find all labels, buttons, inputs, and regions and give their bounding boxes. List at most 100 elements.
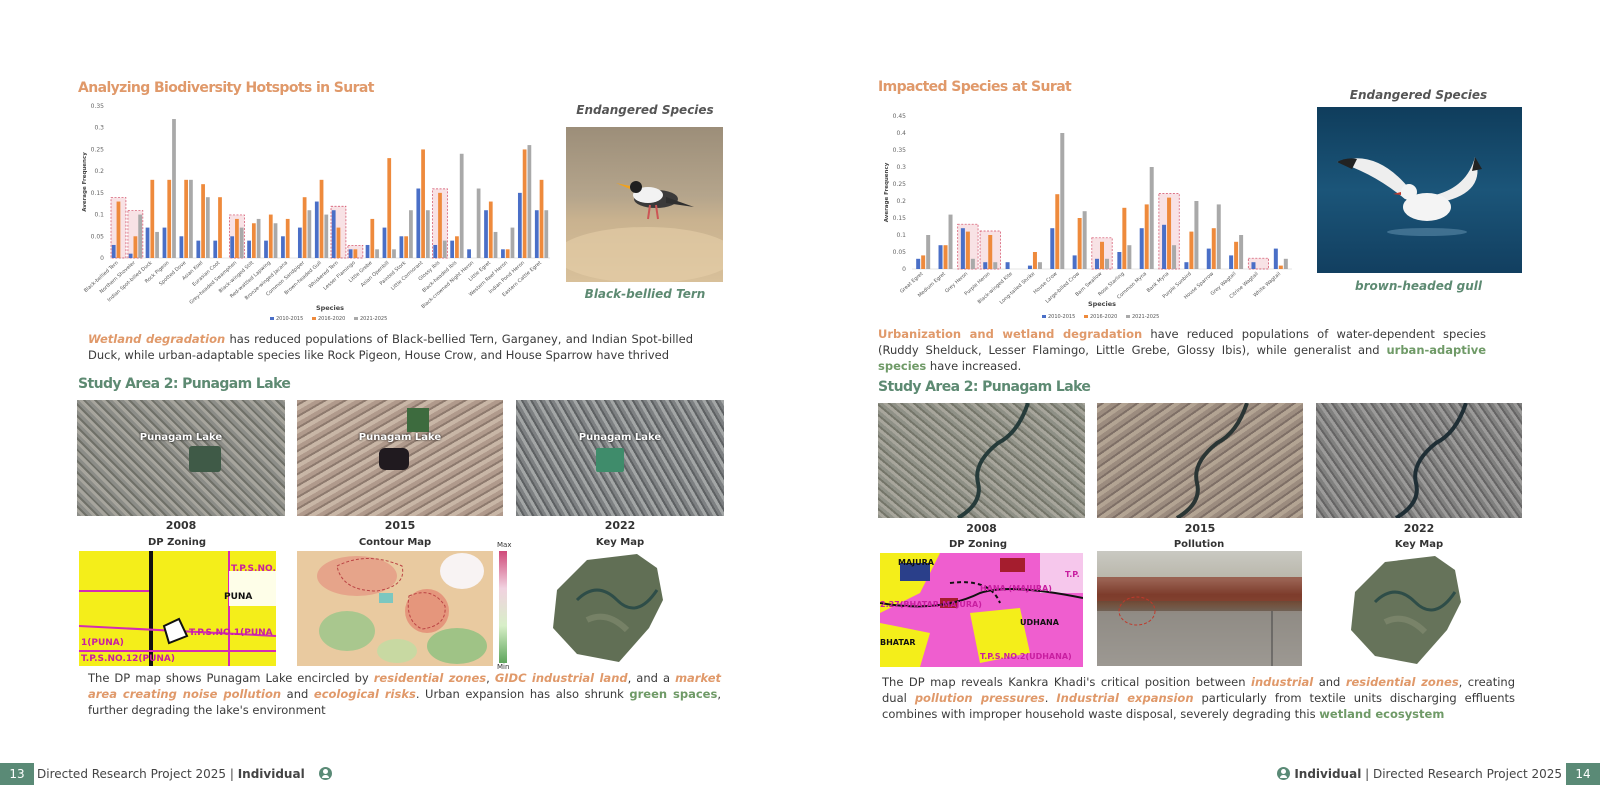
bar-2-7	[239, 227, 244, 258]
endangered-label-right: Endangered Species	[1349, 88, 1488, 102]
bar-2-20	[459, 153, 464, 258]
bar-1-1	[133, 236, 138, 258]
dp-zoning-graphic-left: T.P.S.NO.60(PU PUNA T.P.S.NO.1(PUNA 1(PU…	[79, 551, 276, 666]
para2-left-part-7: and	[281, 687, 314, 701]
key-map-left	[553, 554, 663, 662]
dp-zoning-label-right: DP Zoning	[948, 539, 1008, 550]
y-tick-label: 0.25	[893, 181, 907, 188]
bar-0-5	[1027, 265, 1032, 269]
study-area-title-right: Study Area 2: Punagam Lake	[878, 379, 1091, 395]
key-map-right	[1351, 556, 1461, 664]
bar-1-7	[235, 218, 239, 258]
bar-1-12	[319, 179, 324, 258]
bar-2-11	[307, 210, 312, 258]
bar-1-8	[251, 223, 256, 258]
legend-max-label: Max	[497, 541, 512, 549]
y-tick-label: 0.3	[94, 125, 104, 132]
bar-0-6	[213, 240, 218, 258]
bar-2-1	[138, 214, 143, 258]
bar-0-7	[230, 236, 235, 258]
bar-0-22	[484, 210, 488, 258]
bar-2-13	[1216, 204, 1221, 269]
bar-0-19	[433, 244, 438, 258]
highlight-box	[1247, 257, 1269, 270]
bar-0-15	[1251, 262, 1256, 269]
wetland-degradation-paragraph: Wetland degradation has reduced populati…	[88, 331, 693, 363]
y-tick-label: 0.2	[94, 168, 104, 175]
contour-graphic	[317, 553, 487, 664]
bar-1-19	[438, 192, 442, 258]
highlight-residential-zones-right: residential zones	[1345, 675, 1459, 689]
gull-bird-image	[1337, 157, 1482, 236]
bar-2-23	[510, 227, 515, 258]
bar-1-9	[1122, 207, 1127, 269]
para2-left-part-9: . Urban expansion has also shrunk	[415, 687, 630, 701]
legend-label: 2010-2015	[276, 316, 303, 322]
y-tick-label: 0	[902, 266, 906, 273]
bar-2-12	[324, 214, 329, 258]
bar-1-13	[336, 227, 341, 258]
highlight-industrial-expansion: Industrial expansion	[1056, 691, 1194, 705]
bar-2-16	[392, 249, 396, 258]
page-title-right: Impacted Species at Surat	[878, 79, 1072, 95]
highlight-market-area: market area creating noise pollution	[88, 671, 722, 701]
species-frequency-chart-left: 00.050.10.150.20.250.30.35Black-bellied …	[82, 103, 550, 322]
bar-0-12	[1184, 262, 1189, 269]
y-axis-title: Average Frequency	[884, 162, 890, 222]
bar-0-9	[1117, 252, 1122, 269]
bar-0-14	[348, 249, 353, 258]
legend-swatch	[354, 317, 358, 320]
bar-1-18	[421, 149, 425, 258]
dp-right-label-4: 2.27(BHATAR-MAJURA)	[880, 600, 982, 609]
bar-2-1	[948, 214, 953, 269]
dp-label-5: T.P.S.NO.12(PUNA)	[81, 654, 175, 664]
bar-0-18	[416, 188, 421, 258]
bar-2-24	[527, 145, 532, 258]
legend-swatch	[1084, 315, 1088, 318]
legend-swatch	[1042, 315, 1046, 318]
bar-1-7	[1077, 218, 1082, 269]
highlight-pollution-pressures: pollution pressures	[914, 691, 1045, 705]
bar-0-8	[247, 240, 251, 258]
bar-0-17	[399, 236, 404, 258]
bar-0-15	[365, 244, 370, 258]
bar-1-23	[505, 249, 510, 258]
y-tick-label: 0.15	[91, 190, 105, 197]
highlight-industrial: industrial	[1251, 675, 1314, 689]
dp-zoning-graphic-right: MAJURA HANA (MAJURA) T.P. 2.27(BHATAR-MA…	[880, 553, 1083, 667]
bar-2-3	[172, 119, 176, 259]
satellite-2015-right	[1097, 403, 1303, 518]
dp-label-4: 1(PUNA)	[81, 638, 124, 648]
bar-2-6	[1060, 133, 1065, 269]
y-tick-label: 0.25	[91, 146, 105, 153]
y-tick-label: 0.4	[896, 130, 906, 137]
bar-1-1	[943, 245, 948, 269]
black-bellied-tern-photo	[566, 127, 723, 282]
pollution-label: Pollution	[1173, 539, 1225, 550]
highlight-ecological-risks: ecological risks	[313, 687, 416, 701]
bar-1-6	[218, 197, 222, 258]
bar-1-0	[921, 255, 926, 269]
satellite-2022-left: Punagam Lake	[516, 400, 724, 516]
dp-right-label-5: UDHANA	[1020, 618, 1060, 627]
satellite-2022-right	[1316, 403, 1522, 518]
y-tick-label: 0.1	[94, 212, 104, 219]
bar-0-14	[1229, 255, 1234, 269]
bar-2-12	[1194, 201, 1199, 269]
bar-1-6	[1055, 194, 1060, 269]
year-2008-right: 2008	[966, 522, 997, 535]
y-tick-label: 0.45	[893, 113, 907, 120]
y-tick-label: 0.05	[893, 249, 907, 256]
bar-2-17	[409, 210, 413, 258]
bar-2-5	[1037, 262, 1042, 269]
para2-right-part-3: and	[1313, 675, 1346, 689]
year-2022-right: 2022	[1403, 522, 1435, 535]
dp-right-label-7: T.P.S.NO.2(UDHANA)	[980, 652, 1072, 661]
legend-label: 2010-2015	[1048, 314, 1075, 320]
key-map-label-right: Key Map	[1394, 539, 1444, 550]
legend-label: 2016-2020	[318, 316, 345, 322]
para1-body-left: has reduced populations of Black-bellied…	[88, 332, 694, 362]
para2-right-part-5: , creating dual	[882, 675, 1516, 705]
para1-body-right: have reduced populations of water-depend…	[878, 327, 1486, 357]
urbanization-paragraph: Urbanization and wetland degradation hav…	[878, 326, 1486, 374]
